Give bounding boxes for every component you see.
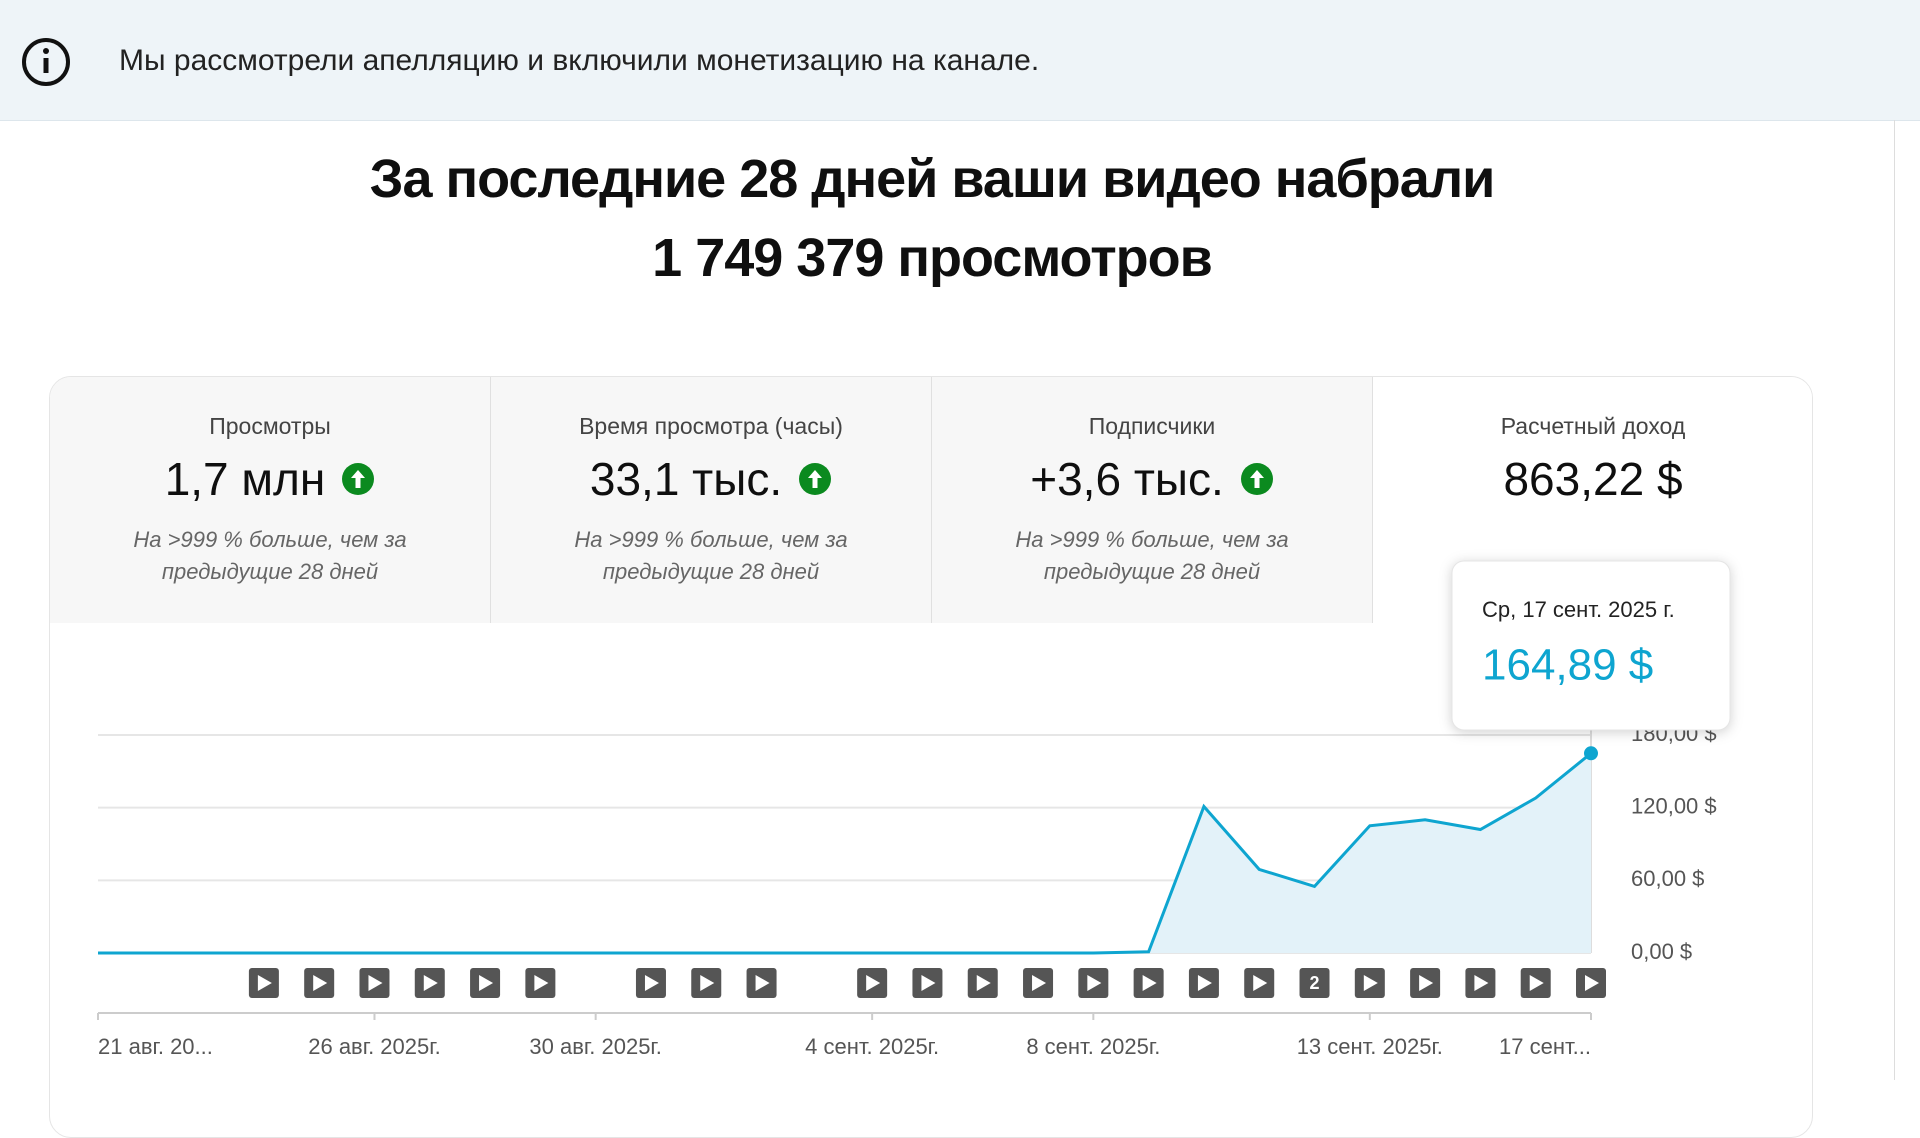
video-marker[interactable] xyxy=(304,968,335,998)
metric-label: Подписчики xyxy=(1088,413,1216,439)
metric-label: Просмотры xyxy=(209,413,331,439)
y-tick-label: 60,00 $ xyxy=(1631,866,1704,891)
metric-card[interactable]: Просмотры 1,7 млн На >999 % больше, чем за… xyxy=(50,377,491,623)
video-marker[interactable] xyxy=(1354,968,1385,998)
play-icon xyxy=(700,975,715,991)
video-marker[interactable] xyxy=(1133,968,1164,998)
video-marker[interactable] xyxy=(248,968,279,998)
metric-note: На >999 % больше, чем за предыдущие 28 д… xyxy=(133,527,407,584)
video-marker[interactable] xyxy=(967,968,998,998)
metric-value-row: +3,6 тыс. xyxy=(932,452,1372,506)
up-icon xyxy=(1240,463,1273,495)
metric-label: Расчетный доход xyxy=(1500,413,1686,439)
play-icon xyxy=(1419,975,1434,991)
banner: Мы рассмотрели апелляцию и включили моне… xyxy=(0,0,1920,121)
x-tick-label: 17 сент... xyxy=(1499,1034,1591,1059)
video-marker-box xyxy=(1299,968,1330,998)
play-icon xyxy=(1032,975,1047,991)
tooltip-value: 164,89 $ xyxy=(1482,641,1653,690)
metric-value: +3,6 тыс. xyxy=(1030,453,1224,505)
tooltip-title: Ср, 17 сент. 2025 г. xyxy=(1482,597,1675,622)
up-icon xyxy=(799,463,832,495)
play-icon xyxy=(1197,975,1212,991)
video-marker[interactable] xyxy=(525,968,556,998)
video-marker[interactable] xyxy=(359,968,390,998)
x-tick-label: 30 авг. 2025г. xyxy=(529,1034,661,1059)
metrics-panel: Просмотры 1,7 млн На >999 % больше, чем за… xyxy=(49,376,1813,1138)
divider xyxy=(1894,120,1895,1080)
point xyxy=(1584,746,1598,761)
y-tick-label: 120,00 $ xyxy=(1631,793,1717,818)
x-tick-label: 26 авг. 2025г. xyxy=(308,1034,440,1059)
play-icon xyxy=(313,975,328,991)
video-marker[interactable] xyxy=(414,968,445,998)
play-icon xyxy=(534,975,549,991)
video-marker[interactable] xyxy=(691,968,722,998)
play-icon xyxy=(1253,975,1268,991)
metric-note: На >999 % больше, чем за предыдущие 28 д… xyxy=(574,527,848,584)
metric-value: 863,22 $ xyxy=(1503,453,1683,505)
video-marker[interactable] xyxy=(857,968,888,998)
video-marker[interactable] xyxy=(635,968,666,998)
metric-value-row: 863,22 $ xyxy=(1373,452,1812,506)
info-icon xyxy=(22,38,70,86)
metric-value-row: 33,1 тыс. xyxy=(491,452,931,506)
chart: 0,00 $60,00 $120,00 $180,00 $21 авг. 20.… xyxy=(97,560,1731,1059)
metric-card[interactable]: Время просмотра (часы) 33,1 тыс. На >999 %… xyxy=(491,377,932,623)
play-icon xyxy=(1474,975,1489,991)
video-marker[interactable] xyxy=(1410,968,1441,998)
video-marker[interactable] xyxy=(1244,968,1275,998)
line xyxy=(98,752,1592,955)
play-icon xyxy=(1529,975,1544,991)
video-marker[interactable] xyxy=(746,968,777,998)
x-tick-label: 4 сент. 2025г. xyxy=(805,1034,939,1059)
play-icon xyxy=(921,975,936,991)
x-tick-label: 8 сент. 2025г. xyxy=(1026,1034,1160,1059)
play-icon xyxy=(423,975,438,991)
title-total: 1 749 379 просмотров xyxy=(652,228,1213,288)
tooltip-box xyxy=(1451,560,1731,731)
metric-value-row: 1,7 млн xyxy=(50,452,490,506)
video-count: 2 xyxy=(1310,973,1320,993)
play-icon xyxy=(1087,975,1102,991)
play-icon xyxy=(257,975,272,991)
y-tick-label: 0,00 $ xyxy=(1631,939,1692,964)
video-marker[interactable] xyxy=(470,968,501,998)
metric-card[interactable]: Подписчики +3,6 тыс. На >999 % больше, чем… xyxy=(932,377,1373,623)
play-icon xyxy=(644,975,659,991)
video-marker[interactable] xyxy=(1023,968,1054,998)
video-marker[interactable] xyxy=(1188,968,1219,998)
play-icon xyxy=(755,975,770,991)
play-icon xyxy=(866,975,881,991)
video-marker[interactable] xyxy=(1520,968,1551,998)
banner-text: Мы рассмотрели апелляцию и включили моне… xyxy=(119,44,1040,77)
x-tick-label: 21 авг. 20... xyxy=(98,1034,213,1059)
metric-value: 33,1 тыс. xyxy=(589,453,783,505)
title: За последние 28 дней ваши видео набрали xyxy=(369,149,1496,209)
video-marker[interactable]: 2 xyxy=(1299,968,1330,998)
video-marker[interactable] xyxy=(1576,968,1606,998)
metric-label: Время просмотра (часы) xyxy=(579,413,843,439)
play-icon xyxy=(1363,975,1378,991)
play-icon xyxy=(368,975,383,991)
video-marker[interactable] xyxy=(1465,968,1496,998)
video-marker[interactable] xyxy=(1078,968,1109,998)
play-icon xyxy=(1585,975,1599,991)
video-marker[interactable] xyxy=(912,968,943,998)
up-icon xyxy=(342,463,375,495)
metric-note: На >999 % больше, чем за предыдущие 28 д… xyxy=(1015,527,1289,584)
play-icon xyxy=(1142,975,1157,991)
metric-value: 1,7 млн xyxy=(164,453,326,505)
area-fill xyxy=(98,753,1591,953)
play-icon xyxy=(976,975,991,991)
play-icon xyxy=(479,975,494,991)
x-tick-label: 13 сент. 2025г. xyxy=(1297,1034,1443,1059)
